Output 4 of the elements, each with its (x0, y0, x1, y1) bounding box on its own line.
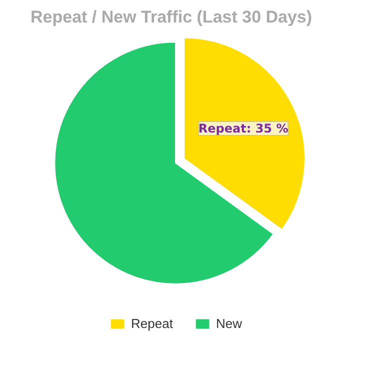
legend-label: New (216, 316, 242, 331)
legend-label: Repeat (131, 316, 173, 331)
data-label: Repeat: 35 % (198, 121, 288, 136)
chart-title: Repeat / New Traffic (Last 30 Days) (30, 8, 312, 26)
